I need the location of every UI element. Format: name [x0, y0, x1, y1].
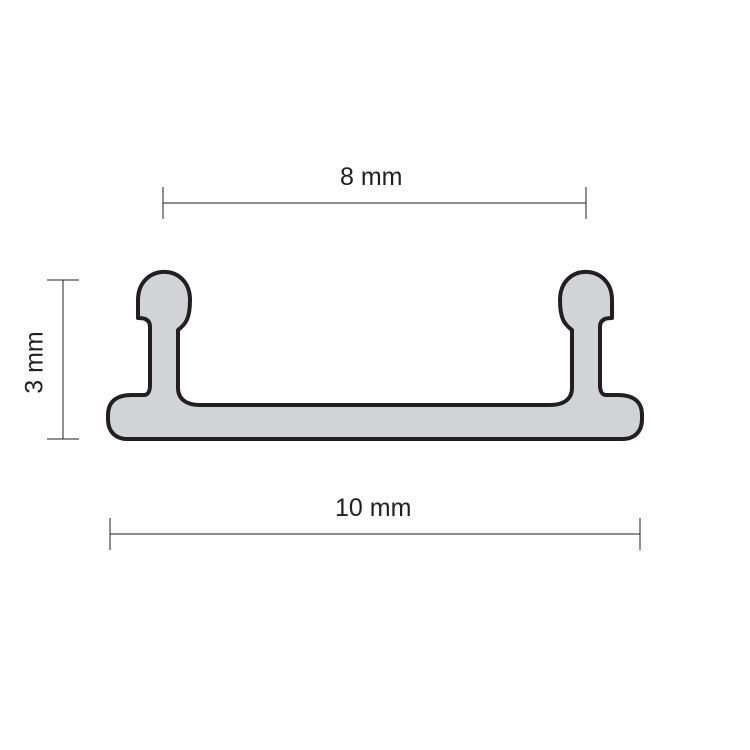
diagram-stage: 8 mm 10 mm 3 mm: [0, 0, 750, 750]
profile-cross-section: [108, 272, 642, 439]
diagram-svg: [0, 0, 750, 750]
dimension-label-bottom: 10 mm: [335, 494, 411, 523]
dimension-label-left: 3 mm: [21, 323, 50, 403]
dimension-label-top: 8 mm: [340, 163, 403, 192]
